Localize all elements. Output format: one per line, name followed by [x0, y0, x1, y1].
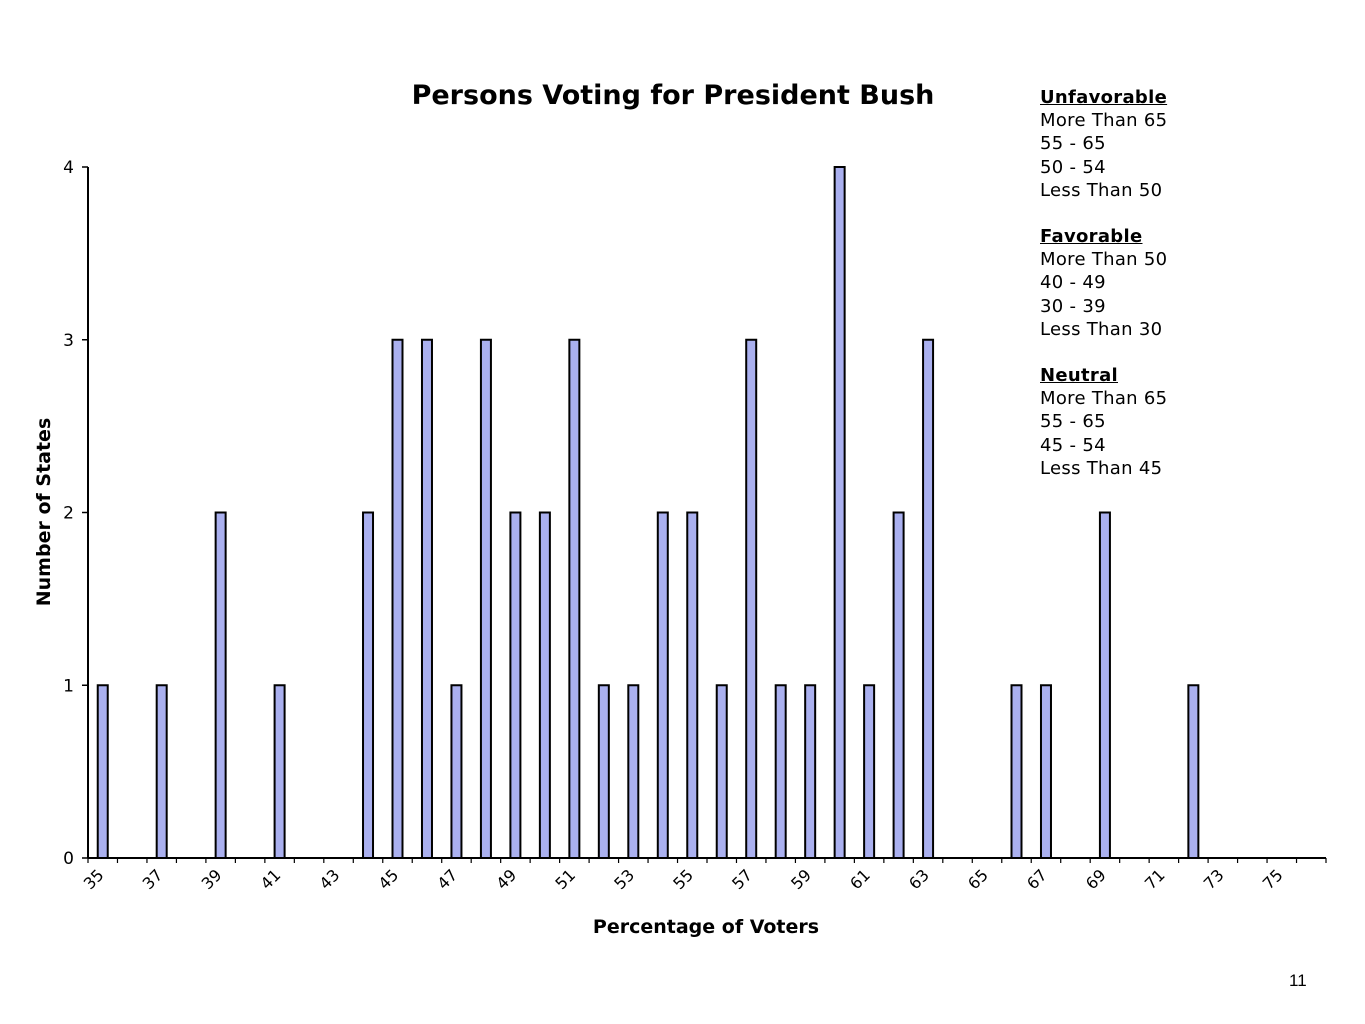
x-tick-label: 61 [846, 865, 874, 893]
x-tick-label: 51 [551, 865, 579, 893]
legend-item: More Than 50 [1040, 249, 1168, 271]
slide-number: 11 [1289, 971, 1307, 990]
bar-51 [568, 338, 581, 859]
legend-group-neutral: Neutral More Than 65 55 - 65 45 - 54 Les… [1040, 364, 1167, 480]
x-tick-label: 53 [610, 865, 638, 893]
legend-item: 30 - 39 [1040, 295, 1106, 317]
legend-heading: Favorable [1040, 226, 1143, 248]
bar-63 [922, 338, 935, 859]
x-tick-label: 35 [80, 865, 108, 893]
bar-35 [96, 684, 109, 859]
legend-item: 45 - 54 [1040, 434, 1106, 456]
x-tick-label: 69 [1082, 865, 1110, 893]
bar-66 [1010, 684, 1023, 859]
legend-item: 40 - 49 [1040, 272, 1106, 294]
legend-group-unfavorable: Unfavorable More Than 65 55 - 65 50 - 54… [1040, 86, 1167, 202]
x-tick-label: 59 [787, 865, 815, 893]
bar-47 [450, 684, 463, 859]
legend-item: More Than 65 [1040, 388, 1168, 410]
x-tick-label: 65 [964, 865, 992, 893]
bar-59 [804, 684, 817, 859]
y-tick-label: 4 [63, 158, 74, 178]
x-tick-label: 75 [1259, 865, 1287, 893]
legend-item: More Than 65 [1040, 110, 1168, 132]
legend-item: Less Than 50 [1040, 179, 1163, 201]
x-tick-label: 39 [198, 865, 226, 893]
bar-39 [214, 511, 227, 859]
x-axis-label: Percentage of Voters [593, 916, 819, 938]
x-tick-label: 41 [257, 865, 285, 893]
y-tick-label: 2 [63, 504, 74, 524]
bar-57 [745, 338, 758, 859]
y-tick-label: 3 [63, 331, 74, 351]
bar-49 [509, 511, 522, 859]
legend-item: 55 - 65 [1040, 411, 1106, 433]
x-tick-label: 67 [1023, 865, 1051, 893]
legend-heading: Neutral [1040, 365, 1118, 387]
bar-41 [273, 684, 286, 859]
y-tick-label: 1 [63, 676, 74, 696]
legend-heading: Unfavorable [1040, 87, 1168, 108]
bar-67 [1039, 684, 1052, 859]
x-tick-label: 63 [905, 865, 933, 893]
bar-58 [774, 684, 787, 859]
x-tick-label: 45 [374, 865, 402, 893]
legend-item: Less Than 30 [1040, 318, 1163, 340]
bar-56 [715, 684, 728, 859]
x-tick-label: 49 [492, 865, 520, 893]
y-axis-label: Number of States [33, 418, 55, 607]
bar-45 [391, 338, 404, 859]
bar-44 [362, 511, 375, 859]
bar-62 [892, 511, 905, 859]
bar-54 [656, 511, 669, 859]
bar-52 [597, 684, 610, 859]
legend-item: 50 - 54 [1040, 156, 1106, 178]
bar-55 [686, 511, 699, 859]
x-tick-label: 57 [728, 865, 756, 893]
legend: Unfavorable More Than 65 55 - 65 50 - 54… [1040, 86, 1167, 503]
bar-69 [1098, 511, 1111, 859]
bars-group [96, 166, 1200, 859]
bar-46 [420, 338, 433, 859]
x-tick-label: 71 [1141, 865, 1169, 893]
bar-61 [863, 684, 876, 859]
x-tick-label: 55 [669, 865, 697, 893]
x-tick-label: 37 [139, 865, 167, 893]
y-tick-label: 0 [63, 849, 74, 869]
legend-group-favorable: Favorable More Than 50 40 - 49 30 - 39 L… [1040, 225, 1167, 341]
bar-37 [155, 684, 168, 859]
x-tick-label: 47 [433, 865, 461, 893]
x-tick-label: 43 [316, 865, 344, 893]
bar-72 [1187, 684, 1200, 859]
legend-item: Less Than 45 [1040, 457, 1163, 479]
chart-title: Persons Voting for President Bush [412, 80, 935, 111]
bar-60 [833, 166, 846, 859]
bar-50 [538, 511, 551, 859]
bar-53 [627, 684, 640, 859]
legend-item: 55 - 65 [1040, 133, 1106, 155]
bar-48 [479, 338, 492, 859]
x-tick-label: 73 [1200, 865, 1228, 893]
